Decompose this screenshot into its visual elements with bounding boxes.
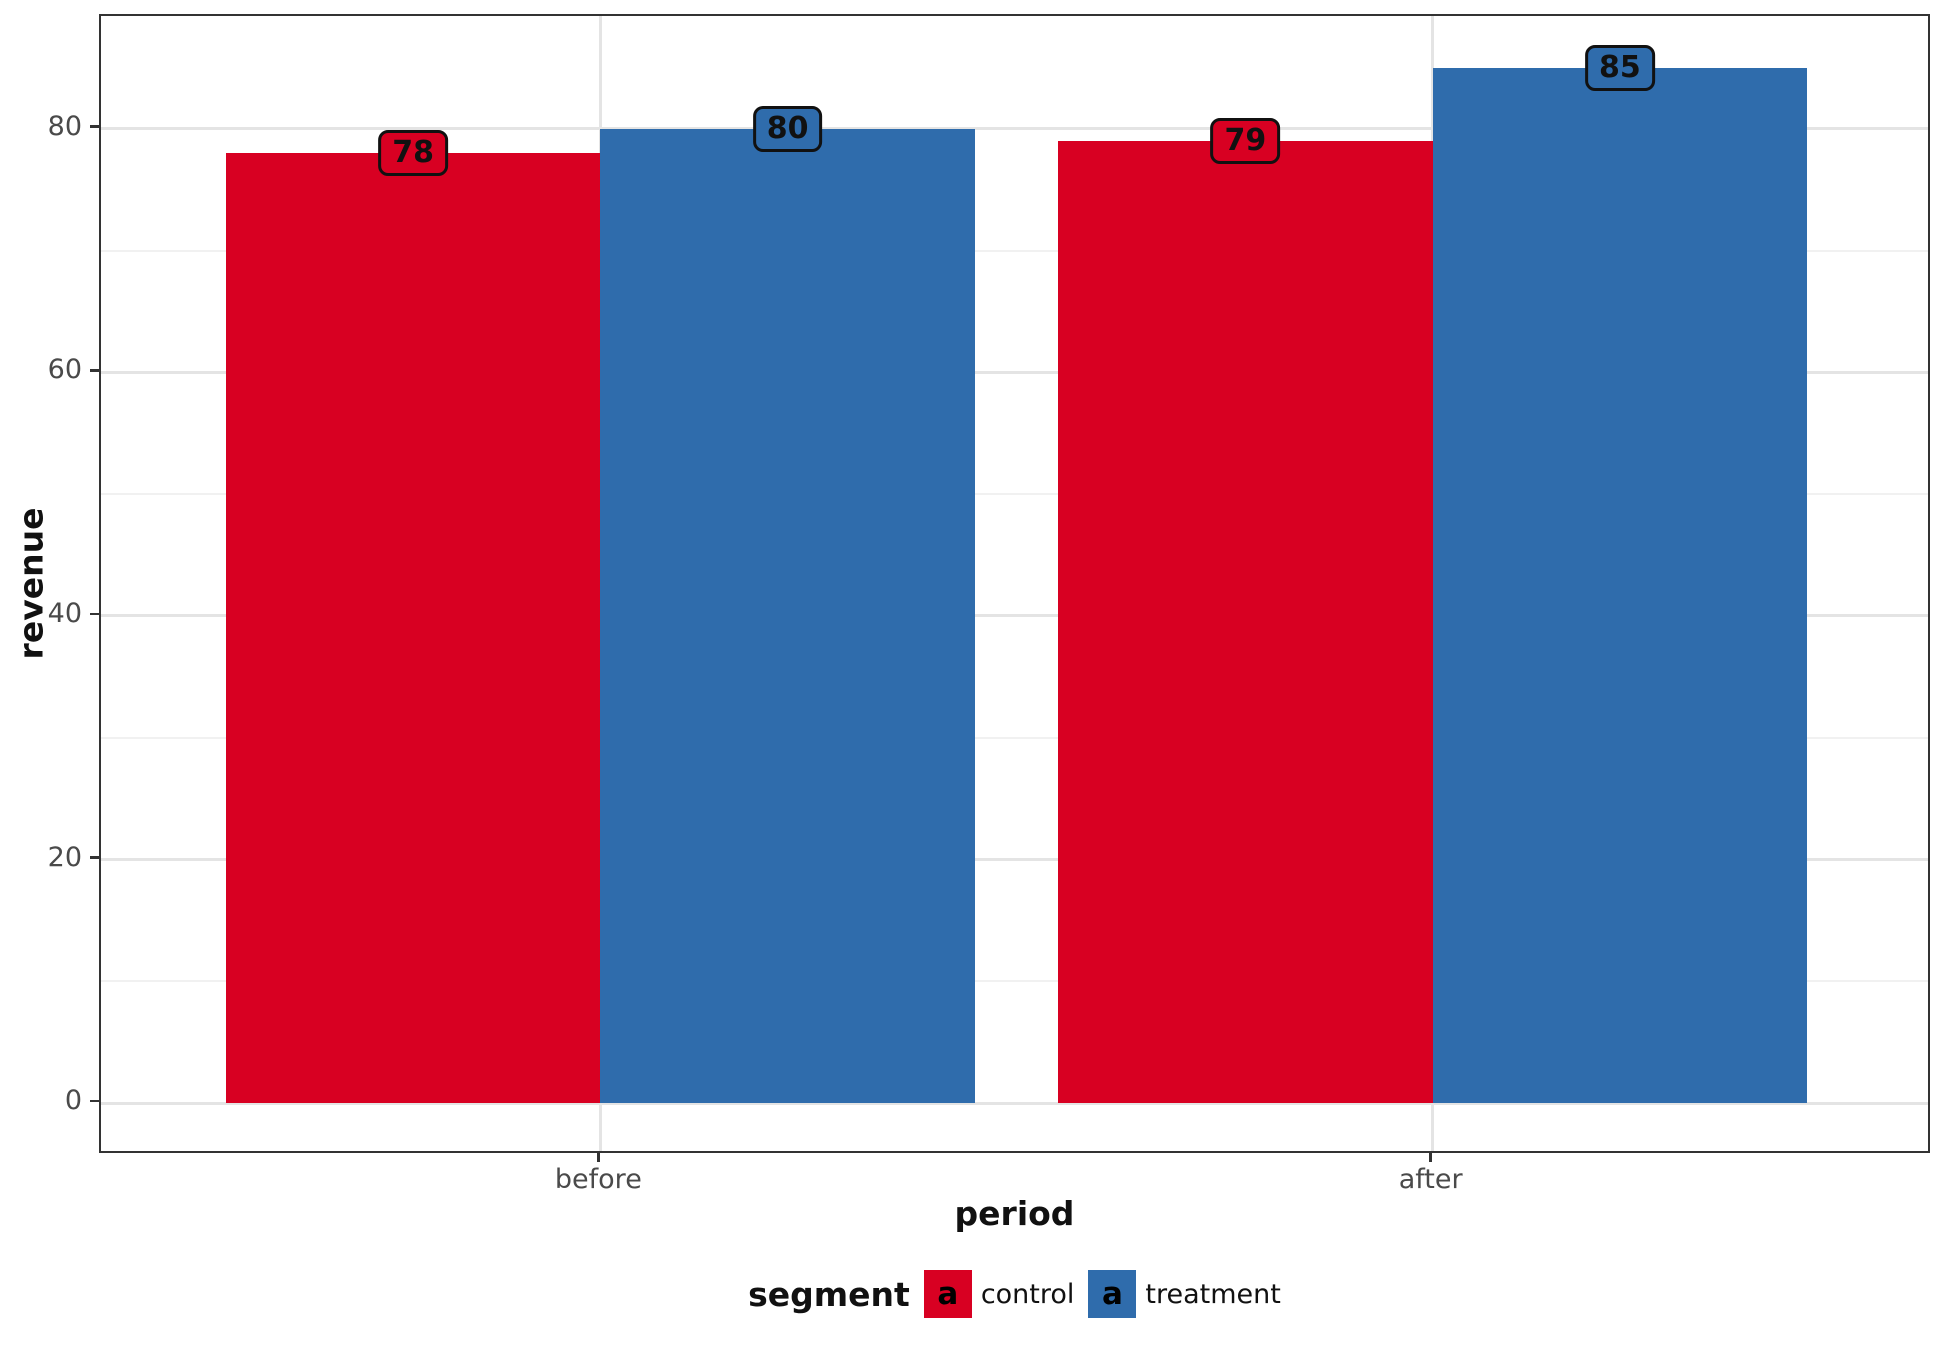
plot-panel: 78 79 80 85	[99, 14, 1930, 1153]
y-tick-label: 80	[47, 110, 82, 142]
gridline-minor-y	[101, 736, 1928, 739]
legend-keys: a control a treatment	[923, 1270, 1281, 1318]
gridline-minor-y	[101, 980, 1928, 983]
y-tick-mark	[90, 369, 99, 372]
legend-key-treatment: a	[1088, 1270, 1137, 1318]
x-tick-mark	[1429, 1153, 1432, 1162]
bar-label-control-after: 79	[1210, 117, 1281, 164]
y-tick-mark	[90, 125, 99, 128]
x-tick-label: after	[1398, 1164, 1463, 1195]
gridline-major-y	[101, 370, 1928, 374]
gridline-major-y	[101, 1101, 1928, 1105]
legend-entry-treatment: a treatment	[1088, 1270, 1281, 1318]
y-axis-title: revenue	[11, 507, 51, 660]
bar-label-control-before: 78	[378, 130, 448, 177]
y-tick-label: 40	[47, 597, 82, 629]
y-tick-label: 60	[47, 354, 82, 386]
bar-control-before	[225, 153, 601, 1104]
x-tick-label: before	[554, 1164, 642, 1195]
gridline-major-y	[101, 858, 1928, 862]
bar-control-after	[1058, 140, 1433, 1104]
y-tick-label: 0	[64, 1085, 82, 1117]
gridline-major-y	[101, 614, 1928, 618]
bar-label-treatment-after: 85	[1585, 44, 1655, 91]
y-tick-mark	[90, 612, 99, 616]
legend-entry-control: a control	[923, 1270, 1075, 1318]
gridline-minor-y	[101, 493, 1928, 496]
bar-treatment-after	[1432, 67, 1808, 1104]
legend-key-control: a	[923, 1270, 972, 1318]
gridline-major-y	[101, 127, 1928, 131]
legend: segment a control a treatment	[99, 1270, 1930, 1318]
legend-label-control: control	[980, 1278, 1075, 1310]
x-tick-mark	[597, 1153, 600, 1162]
gridline-minor-y	[101, 249, 1928, 252]
y-tick-label: 20	[47, 841, 82, 873]
legend-title: segment	[748, 1274, 910, 1314]
bar-label-treatment-before: 80	[752, 105, 823, 152]
legend-label-treatment: treatment	[1145, 1278, 1281, 1310]
y-tick-mark	[90, 856, 99, 859]
y-axis-title-container: revenue	[0, 14, 62, 1153]
x-axis-title: period	[954, 1194, 1075, 1233]
bar-treatment-before	[600, 128, 975, 1104]
y-tick-mark	[90, 1099, 99, 1103]
